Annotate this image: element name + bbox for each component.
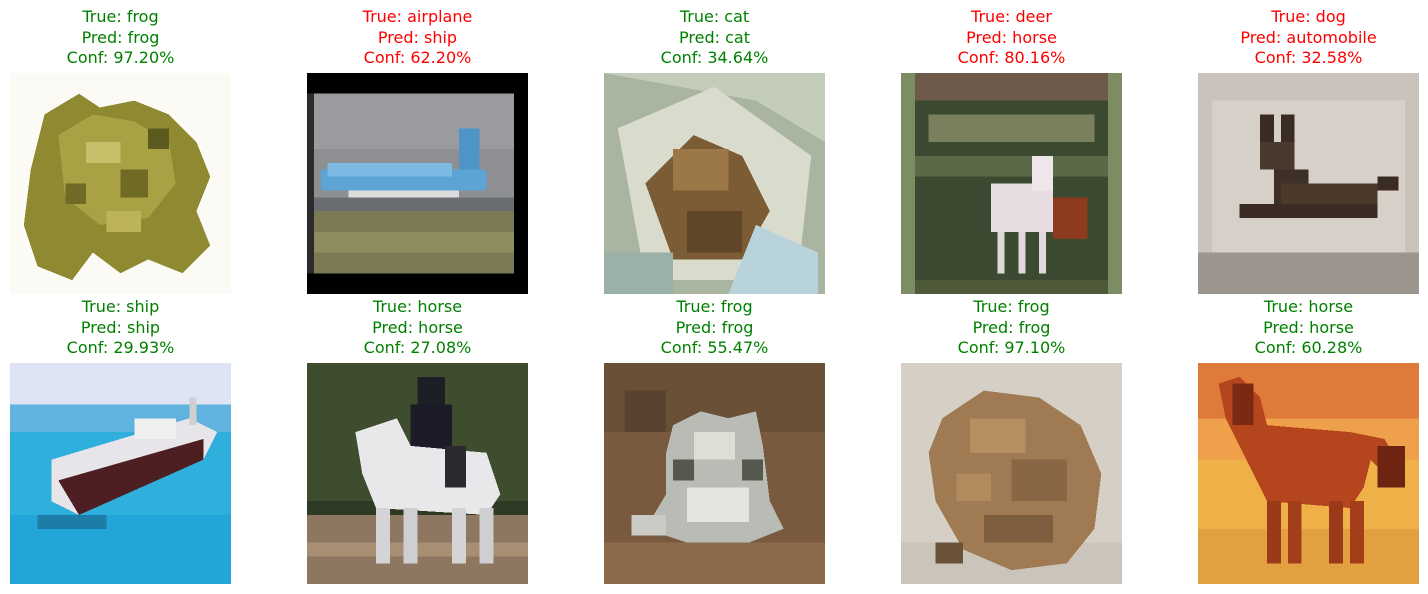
pred-label: Pred: automobile [1240,27,1377,47]
confidence-label: Conf: 97.20% [66,48,175,67]
true-label: True: airplane [362,7,473,26]
sample-image-cat [604,73,825,294]
sample-image-frog [604,363,825,584]
confidence-label: Conf: 55.47% [660,338,769,357]
sample-caption: True: horse Pred: horse Conf: 60.28% [1158,297,1428,359]
true-label: True: frog [973,297,1050,316]
pred-label: Pred: frog [675,317,754,337]
sample-caption: True: dog Pred: automobile Conf: 32.58% [1158,7,1428,69]
true-label: True: frog [676,297,753,316]
sample-image-horse [1198,363,1419,584]
pred-label: Pred: ship [377,27,458,47]
pred-label: Pred: horse [1263,317,1354,337]
confidence-label: Conf: 32.58% [1254,48,1363,67]
pred-label: Pred: ship [80,317,161,337]
sample-caption: True: frog Pred: frog Conf: 97.10% [861,297,1162,359]
pred-label: Pred: frog [81,27,160,47]
true-label: True: horse [372,297,463,316]
confidence-label: Conf: 27.08% [363,338,472,357]
confidence-label: Conf: 60.28% [1254,338,1363,357]
true-label: True: dog [1271,7,1346,26]
sample-image-ship [10,363,231,584]
sample-image-dog [1198,73,1419,294]
sample-image-toad [901,363,1122,584]
pred-label: Pred: frog [972,317,1051,337]
sample-image-horse-rider [307,363,528,584]
true-label: True: deer [971,7,1052,26]
sample-image-deer [901,73,1122,294]
pred-label: Pred: cat [679,27,750,47]
true-label: True: horse [1263,297,1354,316]
sample-image-airplane [307,73,528,294]
true-label: True: cat [679,7,750,26]
sample-caption: True: frog Pred: frog Conf: 97.20% [0,7,271,69]
pred-label: Pred: horse [372,317,463,337]
sample-caption: True: frog Pred: frog Conf: 55.47% [564,297,865,359]
confidence-label: Conf: 80.16% [957,48,1066,67]
sample-caption: True: cat Pred: cat Conf: 34.64% [564,7,865,69]
sample-caption: True: ship Pred: ship Conf: 29.93% [0,297,271,359]
true-label: True: frog [82,7,159,26]
pred-label: Pred: horse [966,27,1057,47]
sample-caption: True: deer Pred: horse Conf: 80.16% [861,7,1162,69]
confidence-label: Conf: 29.93% [66,338,175,357]
confidence-label: Conf: 34.64% [660,48,769,67]
sample-image-frog [10,73,231,294]
confidence-label: Conf: 62.20% [363,48,472,67]
sample-caption: True: airplane Pred: ship Conf: 62.20% [267,7,568,69]
true-label: True: ship [81,297,160,316]
sample-caption: True: horse Pred: horse Conf: 27.08% [267,297,568,359]
confidence-label: Conf: 97.10% [957,338,1066,357]
